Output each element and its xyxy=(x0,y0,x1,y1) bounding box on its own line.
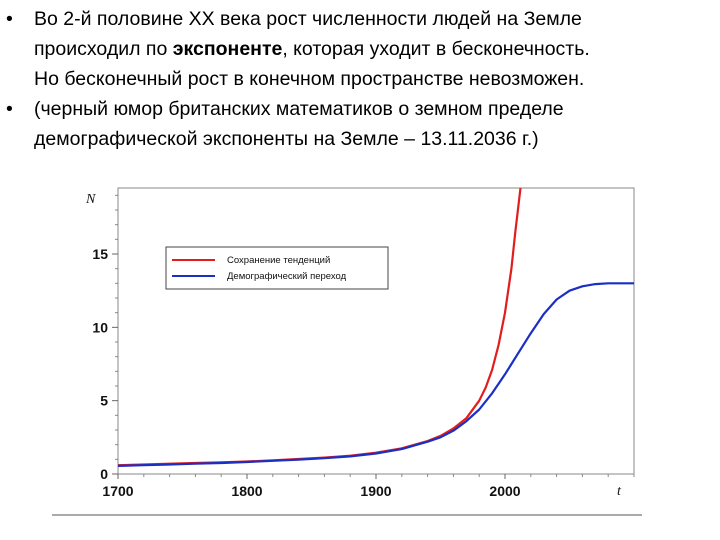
x-axis-title: t xyxy=(617,484,622,499)
y-ticks: 0 5 10 15 xyxy=(92,194,118,482)
bullet-2-line-2: демографической экспоненты на Земле – 13… xyxy=(34,128,539,150)
legend: Сохранение тенденций Демографический пер… xyxy=(165,246,389,290)
y-axis-title: N xyxy=(85,192,96,207)
plot-frame xyxy=(117,187,635,475)
bullet-1-line-1: Во 2-й половине XX века рост численности… xyxy=(34,8,582,30)
x-tick-label: 1800 xyxy=(231,483,262,499)
x-tick-label: 2000 xyxy=(489,483,520,499)
y-tick-label: 10 xyxy=(92,319,108,335)
y-tick-label: 15 xyxy=(92,246,108,262)
bullet-2-line-1: (черный юмор британских математиков о зе… xyxy=(34,98,564,120)
bullet-1-line-3: Но бесконечный рост в конечном пространс… xyxy=(34,68,585,90)
legend-box xyxy=(165,246,389,290)
series-lines xyxy=(117,187,634,467)
legend-label-trend: Сохранение тенденций xyxy=(227,255,330,266)
x-tick-label: 1700 xyxy=(102,483,133,499)
bullet-marker: • xyxy=(6,8,13,30)
legend-label-transition: Демографический переход xyxy=(227,271,347,282)
x-ticks: 1700 1800 1900 2000 xyxy=(102,474,635,499)
bullet-marker: • xyxy=(6,98,13,120)
y-tick-label: 5 xyxy=(100,393,108,409)
y-tick-label: 0 xyxy=(100,466,108,482)
x-tick-label: 1900 xyxy=(360,483,391,499)
series-transition-line xyxy=(117,282,634,467)
bullet-1-line-2-start: происходил по xyxy=(34,38,173,60)
bullet-1-emphasis: экспоненте xyxy=(172,38,283,60)
bullet-list: • Во 2-й половине XX века рост численнос… xyxy=(6,4,712,154)
bullet-1-line-2-end: , которая уходит в бесконечность. xyxy=(282,38,590,60)
bullet-item-2: • (черный юмор британских математиков о … xyxy=(6,94,712,154)
bullet-1-line-2: происходил по экспоненте, которая уходит… xyxy=(34,34,712,64)
bullet-item-1: • Во 2-й половине XX века рост численнос… xyxy=(6,4,712,94)
